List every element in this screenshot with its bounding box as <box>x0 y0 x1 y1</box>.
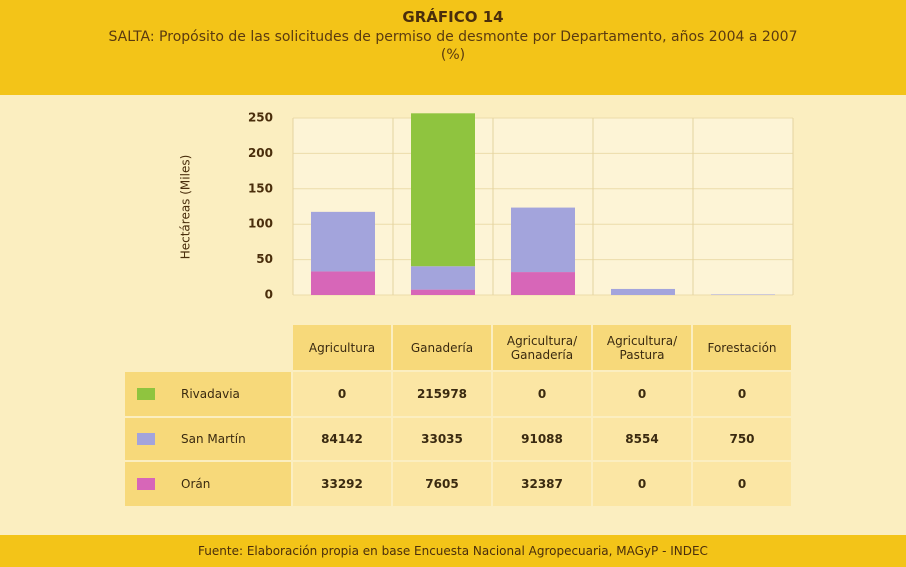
bar-segment <box>411 266 475 290</box>
legend-cell: Rivadavia <box>125 372 293 418</box>
legend-cell: San Martín <box>125 418 293 462</box>
bar-segment <box>311 271 375 295</box>
y-tick-label: 0 <box>265 288 273 302</box>
table-value-cell: 0 <box>493 372 593 418</box>
table-header-cell: Agricultura <box>293 325 393 372</box>
table-value-cell: 0 <box>593 462 693 508</box>
bar-segment <box>711 294 775 295</box>
y-axis-label: Hectáreas (Miles) <box>179 155 193 260</box>
legend-swatch <box>137 433 155 445</box>
bar-segment <box>411 113 475 267</box>
chart-title: GRÁFICO 14 <box>402 8 504 26</box>
y-tick-label: 250 <box>248 111 273 125</box>
bar-segment <box>511 272 575 295</box>
table-header-cell: Agricultura/ Pastura <box>593 325 693 372</box>
legend-label: San Martín <box>181 432 246 446</box>
table-value-cell: 32387 <box>493 462 593 508</box>
table-value-cell: 84142 <box>293 418 393 462</box>
table-value-cell: 33292 <box>293 462 393 508</box>
table-header-cell: Forestación <box>693 325 793 372</box>
chart: Hectáreas (Miles) 0 50 100 150 200 250 <box>179 111 794 302</box>
bar-segment <box>611 288 675 295</box>
table-value-cell: 0 <box>693 372 793 418</box>
y-tick-label: 200 <box>248 146 273 160</box>
table-value-cell: 0 <box>293 372 393 418</box>
table-value-cell: 215978 <box>393 372 493 418</box>
y-tick-label: 150 <box>248 181 273 195</box>
bar-segment <box>311 211 375 272</box>
table-header-cell: Ganadería <box>393 325 493 372</box>
table-value-cell: 33035 <box>393 418 493 462</box>
legend-label: Orán <box>181 477 211 491</box>
table-value-cell: 0 <box>593 372 693 418</box>
y-tick-label: 50 <box>256 252 273 266</box>
table-value-cell: 7605 <box>393 462 493 508</box>
bar-segment <box>511 207 575 273</box>
legend-swatch <box>137 388 155 400</box>
legend-label: Rivadavia <box>181 387 240 401</box>
table-value-cell: 750 <box>693 418 793 462</box>
footer-source: Fuente: Elaboración propia en base Encue… <box>0 535 906 567</box>
legend-cell: Orán <box>125 462 293 508</box>
legend-swatch <box>137 478 155 490</box>
y-tick-label: 100 <box>248 217 273 231</box>
table-value-cell: 0 <box>693 462 793 508</box>
table-value-cell: 8554 <box>593 418 693 462</box>
header: GRÁFICO 14 SALTA: Propósito de las solic… <box>0 0 906 95</box>
table-value-cell: 91088 <box>493 418 593 462</box>
chart-subtitle: SALTA: Propósito de las solicitudes de p… <box>108 29 798 63</box>
bar-segment <box>411 289 475 295</box>
table-header-cell: Agricultura/ Ganadería <box>493 325 593 372</box>
